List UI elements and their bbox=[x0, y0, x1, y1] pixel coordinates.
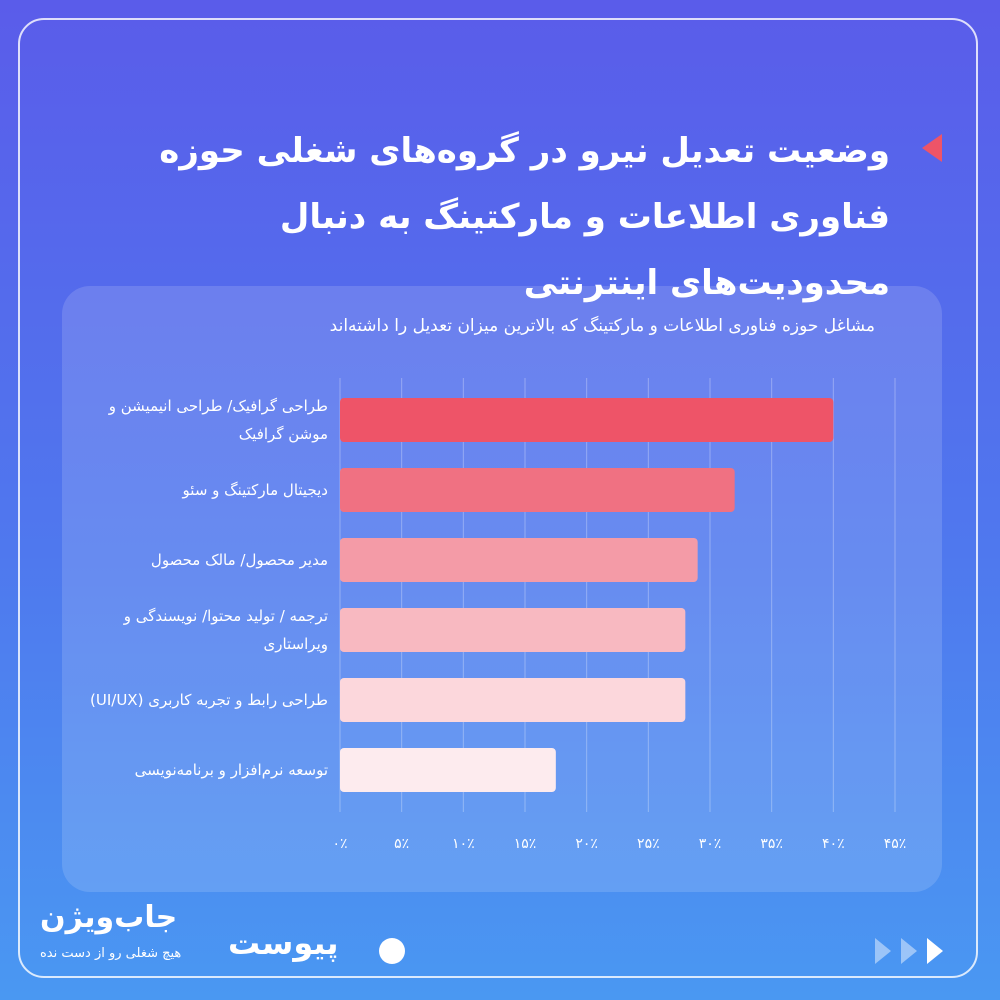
bar bbox=[340, 468, 735, 512]
x-tick-label: ۱۵٪ bbox=[514, 836, 537, 852]
frame bbox=[18, 18, 978, 978]
category-label: دیجیتال مارکتینگ و سئو bbox=[182, 481, 328, 499]
category-label: ترجمه / تولید محتوا/ نویسندگی و ویراستار… bbox=[123, 607, 328, 653]
x-tick-label: ۳۵٪ bbox=[760, 836, 783, 852]
x-tick-label: ۴۰٪ bbox=[822, 836, 845, 852]
x-tick-label: ۵٪ bbox=[394, 836, 409, 852]
bar bbox=[340, 608, 686, 652]
title-marker bbox=[922, 134, 942, 162]
bar bbox=[340, 538, 698, 582]
x-tick-label: ۱۰٪ bbox=[452, 836, 475, 852]
category-label: توسعه نرم‌افزار و برنامه‌نویسی bbox=[134, 761, 328, 779]
x-tick-label: ۳۰٪ bbox=[699, 836, 722, 852]
jobvision-logo: جاب‌ویژن bbox=[40, 900, 178, 935]
bar bbox=[340, 398, 834, 442]
category-label: مدیر محصول/ مالک محصول bbox=[150, 551, 328, 569]
x-tick-label: ۴۵٪ bbox=[884, 836, 907, 852]
bar bbox=[340, 678, 686, 722]
category-label: طراحی رابط و تجربه کاربری (UI/UX) bbox=[90, 691, 328, 709]
tagline: هیچ شغلی رو از دست نده bbox=[40, 946, 182, 961]
x-tick-label: ۰٪ bbox=[332, 836, 347, 852]
peivast-logo: پیوست bbox=[228, 924, 339, 962]
x-tick-label: ۲۰٪ bbox=[575, 836, 598, 852]
chart-subtitle: مشاغل حوزه فناوری اطلاعات و مارکتینگ که … bbox=[329, 316, 875, 336]
x-tick-label: ۲۵٪ bbox=[637, 836, 660, 852]
category-label: طراحی گرافیک/ طراحی انیمیشن و موشن گرافی… bbox=[108, 397, 328, 443]
chart-title: وضعیت تعدیل نیرو در گروه‌های شغلی حوزه ف… bbox=[159, 131, 890, 303]
bar bbox=[340, 748, 556, 792]
